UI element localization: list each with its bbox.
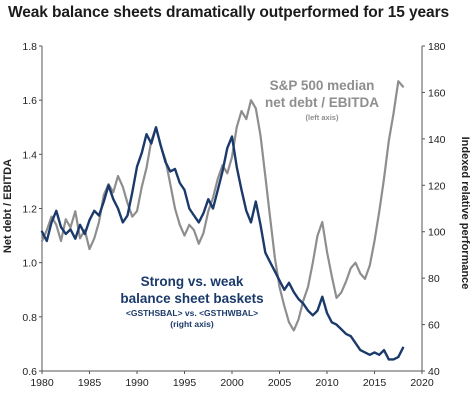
x-tick-label: 2010 <box>315 377 339 389</box>
left-tick-label: 1.4 <box>22 149 37 161</box>
left-y-axis: 0.6 0.8 1.0 1.2 1.4 1.6 1.8 <box>22 41 42 378</box>
navy-annotation-line-3: <GSTHSBAL> vs. <GSTHWBAL> <box>126 308 258 318</box>
series-layer <box>40 80 405 361</box>
right-tick-label: 100 <box>428 227 446 239</box>
right-tick-label: 40 <box>428 366 440 378</box>
x-tick-label: 1990 <box>125 377 149 389</box>
x-tick-label: 1995 <box>173 377 197 389</box>
right-y-axis: 40 60 80 100 120 140 160 180 <box>422 41 446 378</box>
x-tick-label: 2000 <box>220 377 244 389</box>
navy-annotation-line-4: (right axis) <box>170 319 214 329</box>
left-tick-label: 0.6 <box>22 366 37 378</box>
left-tick-label: 1.0 <box>22 258 37 270</box>
strong-vs-weak-line <box>40 126 405 361</box>
left-tick-label: 1.2 <box>22 204 37 216</box>
right-tick-label: 120 <box>428 180 446 192</box>
right-tick-label: 60 <box>428 320 440 332</box>
right-axis-label: Indexed relative performance <box>459 137 471 290</box>
left-tick-label: 1.6 <box>22 95 37 107</box>
left-tick-label: 1.8 <box>22 41 37 53</box>
left-axis-label: Net debt / EBITDA <box>2 159 14 253</box>
x-tick-label: 2015 <box>363 377 387 389</box>
x-tick-label: 2005 <box>268 377 292 389</box>
gray-annotation-line-2: net debt / EBITDA <box>265 95 379 110</box>
right-tick-label: 140 <box>428 134 446 146</box>
right-tick-label: 160 <box>428 87 446 99</box>
gray-annotation-line-3: (left axis) <box>306 113 339 122</box>
x-tick-label: 1985 <box>78 377 102 389</box>
gray-annotation-line-1: S&P 500 median <box>270 78 375 93</box>
navy-annotation-line-2: balance sheet baskets <box>120 291 263 306</box>
axis-labels: Net debt / EBITDA Indexed relative perfo… <box>2 137 471 290</box>
left-tick-label: 0.8 <box>22 312 37 324</box>
navy-annotation-line-1: Strong vs. weak <box>141 274 244 289</box>
x-tick-label: 2020 <box>410 377 434 389</box>
chart-title: Weak balance sheets dramatically outperf… <box>8 4 450 21</box>
right-tick-label: 180 <box>428 41 446 53</box>
x-axis: 1980 1985 1990 1995 2000 2005 2010 2015 2020 <box>30 371 434 389</box>
x-tick-label: 1980 <box>30 377 54 389</box>
right-tick-label: 80 <box>428 273 440 285</box>
annotations: S&P 500 median net debt / EBITDA (left a… <box>120 78 379 329</box>
